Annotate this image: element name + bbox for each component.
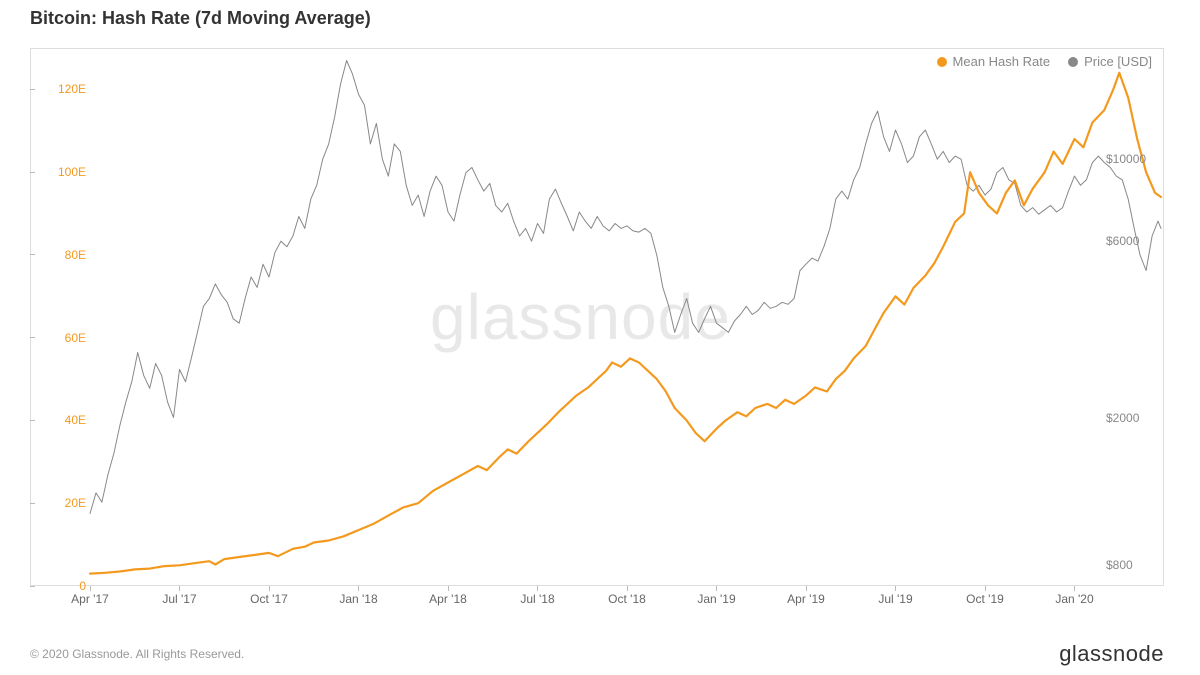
chart-container: Bitcoin: Hash Rate (7d Moving Average) g… xyxy=(0,0,1200,675)
y-left-tick: 100E xyxy=(36,165,86,179)
y-left-tick: 60E xyxy=(36,331,86,345)
y-left-tick: 120E xyxy=(36,82,86,96)
x-tick: Oct '17 xyxy=(250,592,288,606)
x-tick: Jul '19 xyxy=(878,592,912,606)
footer-brand: glassnode xyxy=(1059,641,1164,667)
y-right-tick: $800 xyxy=(1106,558,1133,572)
y-right-tick: $2000 xyxy=(1106,411,1139,425)
chart-title: Bitcoin: Hash Rate (7d Moving Average) xyxy=(30,8,371,29)
y-left-tick: 40E xyxy=(36,413,86,427)
y-left-tick: 80E xyxy=(36,248,86,262)
line-plot xyxy=(30,48,1164,586)
x-tick: Apr '18 xyxy=(429,592,467,606)
x-tick: Oct '19 xyxy=(966,592,1004,606)
x-tick: Jul '18 xyxy=(520,592,554,606)
y-right-tick: $10000 xyxy=(1106,152,1146,166)
x-tick: Jan '18 xyxy=(339,592,377,606)
y-right-tick: $6000 xyxy=(1106,234,1139,248)
x-tick: Jul '17 xyxy=(162,592,196,606)
x-tick: Apr '17 xyxy=(71,592,109,606)
y-left-tick: 0 xyxy=(36,579,86,593)
y-left-tick: 20E xyxy=(36,496,86,510)
x-tick: Jan '19 xyxy=(697,592,735,606)
x-tick: Oct '18 xyxy=(608,592,646,606)
x-tick: Jan '20 xyxy=(1055,592,1093,606)
footer-copyright: © 2020 Glassnode. All Rights Reserved. xyxy=(30,647,244,661)
x-tick: Apr '19 xyxy=(787,592,825,606)
